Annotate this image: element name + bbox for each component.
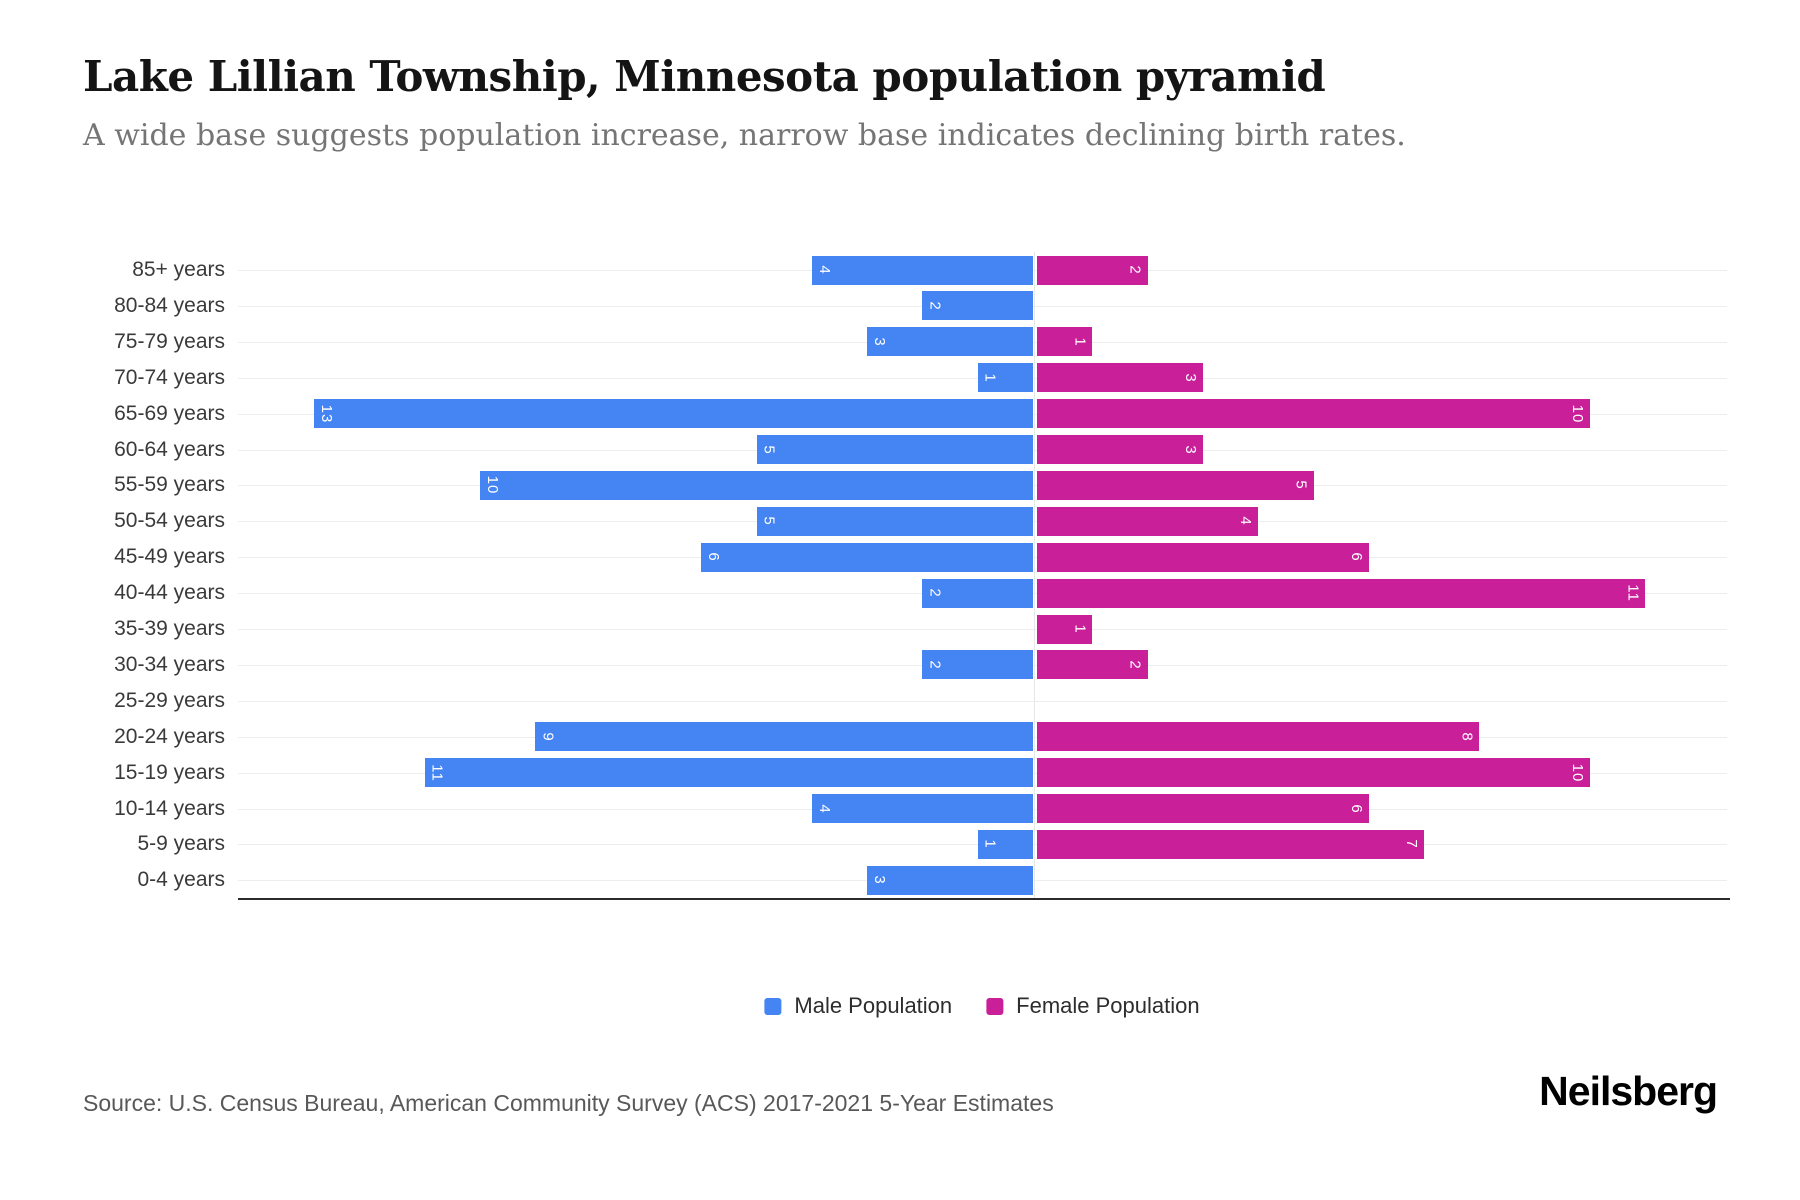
female-bar: 10 <box>1037 758 1590 788</box>
age-axis-label: 75-79 years <box>114 329 225 353</box>
male-bar: 6 <box>701 542 1033 572</box>
chart-subtitle: A wide base suggests population increase… <box>83 118 1406 153</box>
male-bar-value-label: 4 <box>815 265 833 275</box>
female-bar: 6 <box>1037 542 1369 572</box>
gridline <box>238 629 1727 630</box>
age-axis-label: 40-44 years <box>114 581 225 605</box>
male-bar-value-label: 11 <box>428 763 446 782</box>
age-axis-label: 70-74 years <box>114 365 225 389</box>
male-bar: 4 <box>811 255 1033 285</box>
age-axis-label: 65-69 years <box>114 401 225 425</box>
female-bar: 3 <box>1037 435 1203 464</box>
male-bar-value-label: 2 <box>926 588 944 598</box>
female-legend-label: Female Population <box>1016 993 1200 1018</box>
female-bar-value-label: 10 <box>1569 404 1586 423</box>
male-bar-value-label: 2 <box>926 301 944 311</box>
female-bar: 2 <box>1037 650 1148 680</box>
male-legend-swatch-icon <box>764 997 782 1015</box>
age-axis-label: 5-9 years <box>137 832 225 856</box>
female-bar-value-label: 10 <box>1569 763 1586 782</box>
female-bar-value-label: 4 <box>1237 516 1255 526</box>
legend-item-male[interactable]: Male Population <box>764 993 952 1019</box>
male-bar: 5 <box>756 506 1033 536</box>
male-bar: 2 <box>922 291 1033 321</box>
brand-logo: Neilsberg <box>1539 1068 1718 1114</box>
female-bar: 1 <box>1037 614 1093 644</box>
male-bar: 3 <box>867 865 1033 895</box>
male-bar-value-label: 9 <box>539 732 557 742</box>
male-bar: 2 <box>922 578 1033 608</box>
female-bar-value-label: 6 <box>1347 552 1365 562</box>
female-bar: 1 <box>1037 327 1093 357</box>
age-axis-label: 10-14 years <box>114 796 225 820</box>
male-bar-value-label: 3 <box>871 337 889 347</box>
age-axis-label: 85+ years <box>132 258 225 281</box>
age-axis-label: 60-64 years <box>114 437 225 461</box>
male-bar: 1 <box>977 829 1033 859</box>
male-bar-value-label: 2 <box>926 660 944 670</box>
male-bar: 9 <box>535 722 1033 752</box>
male-bar: 13 <box>314 399 1033 429</box>
female-bar-value-label: 11 <box>1624 584 1642 602</box>
male-bar: 10 <box>480 470 1033 500</box>
male-bar: 2 <box>922 650 1033 680</box>
center-axis-line <box>1034 252 1035 898</box>
age-axis-label: 50-54 years <box>114 509 225 533</box>
male-bar-value-label: 3 <box>871 875 889 885</box>
female-bar-value-label: 3 <box>1181 373 1199 383</box>
male-bar-value-label: 1 <box>981 839 999 850</box>
female-bar: 8 <box>1037 722 1480 752</box>
age-axis-label: 80-84 years <box>114 293 225 317</box>
female-bar-value-label: 2 <box>1126 660 1144 670</box>
female-bar-value-label: 5 <box>1292 480 1310 491</box>
female-bar-value-label: 8 <box>1458 732 1476 742</box>
male-bar-value-label: 5 <box>760 516 778 526</box>
female-bar: 6 <box>1037 794 1369 823</box>
male-bar-value-label: 13 <box>318 404 336 423</box>
female-bar: 7 <box>1037 829 1425 859</box>
female-bar: 5 <box>1037 470 1314 500</box>
male-bar: 3 <box>867 327 1033 357</box>
female-bar: 3 <box>1037 363 1203 393</box>
age-axis-label: 45-49 years <box>114 545 225 569</box>
male-bar: 4 <box>811 794 1033 823</box>
male-legend-label: Male Population <box>794 993 953 1018</box>
age-axis-label: 55-59 years <box>114 473 225 497</box>
male-bar-value-label: 1 <box>981 373 999 383</box>
female-bar-value-label: 3 <box>1181 444 1199 455</box>
gridline <box>238 700 1727 702</box>
age-axis-label: 20-24 years <box>114 724 225 748</box>
legend-item-female[interactable]: Female Population <box>986 993 1200 1019</box>
male-bar: 5 <box>756 435 1033 464</box>
age-axis-label: 25-29 years <box>114 688 225 712</box>
female-bar: 11 <box>1037 578 1646 608</box>
age-axis-label: 0-4 years <box>137 868 225 892</box>
female-bar: 4 <box>1037 506 1259 536</box>
female-bar: 10 <box>1037 399 1590 429</box>
male-bar: 11 <box>424 758 1033 788</box>
age-axis-label: 15-19 years <box>114 760 225 784</box>
male-bar-value-label: 4 <box>815 803 833 814</box>
female-bar-value-label: 2 <box>1126 265 1144 275</box>
chart-title: Lake Lillian Township, Minnesota populat… <box>83 52 1326 101</box>
female-bar-value-label: 1 <box>1071 624 1089 634</box>
male-bar: 1 <box>977 363 1033 393</box>
age-axis-label: 35-39 years <box>114 617 225 640</box>
male-bar-value-label: 6 <box>705 552 723 562</box>
female-bar-value-label: 1 <box>1071 337 1089 347</box>
male-bar-value-label: 10 <box>484 476 501 495</box>
female-bar-value-label: 6 <box>1347 803 1365 814</box>
female-legend-swatch-icon <box>986 997 1004 1015</box>
age-axis-label: 30-34 years <box>114 652 225 676</box>
source-note: Source: U.S. Census Bureau, American Com… <box>83 1090 1054 1116</box>
female-bar-value-label: 7 <box>1403 839 1421 850</box>
female-bar: 2 <box>1037 255 1148 285</box>
legend: Male Population Female Population <box>764 993 1200 1019</box>
male-bar-value-label: 5 <box>760 444 778 455</box>
x-axis-line <box>238 898 1730 900</box>
